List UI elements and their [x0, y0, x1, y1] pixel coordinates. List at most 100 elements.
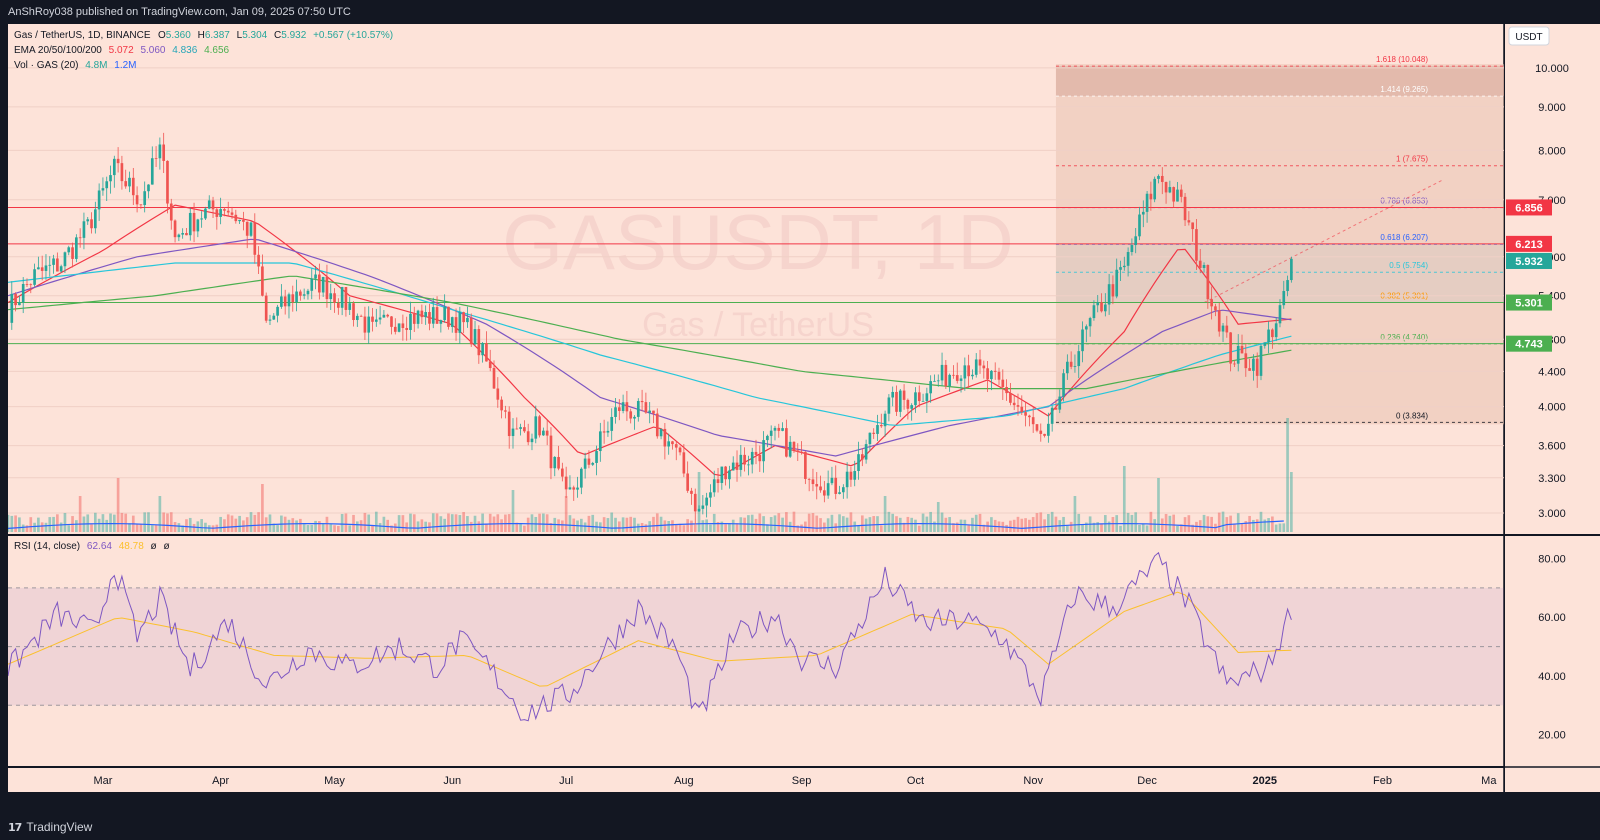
candle[interactable]	[78, 228, 82, 248]
candle[interactable]	[412, 306, 416, 332]
candle[interactable]	[750, 447, 754, 474]
fibonacci-extension[interactable]: 1.618 (10.048) 1.414 (9.265) 1 (7.675) 0.78…	[1055, 55, 1504, 425]
candle[interactable]	[883, 410, 887, 437]
candle[interactable]	[739, 445, 743, 477]
candle[interactable]	[511, 418, 515, 449]
chart-canvas[interactable]: 1.618 (10.048) 1.414 (9.265) 1 (7.675) 0.78…	[6, 24, 1600, 815]
candle[interactable]	[769, 425, 773, 449]
candle[interactable]	[982, 360, 986, 379]
candle[interactable]	[147, 184, 150, 199]
candle[interactable]	[131, 167, 135, 206]
candle[interactable]	[185, 228, 188, 236]
candle[interactable]	[659, 428, 663, 440]
candle[interactable]	[1088, 316, 1092, 337]
candle[interactable]	[978, 349, 982, 374]
candle[interactable]	[33, 263, 36, 287]
candle[interactable]	[169, 198, 173, 230]
candle[interactable]	[997, 367, 1001, 386]
candle[interactable]	[1115, 258, 1119, 299]
candle[interactable]	[785, 419, 788, 458]
candle[interactable]	[238, 219, 241, 224]
candle[interactable]	[617, 399, 621, 421]
candle[interactable]	[1202, 262, 1206, 273]
candle[interactable]	[1191, 222, 1194, 242]
candle[interactable]	[815, 472, 819, 500]
tradingview-logo[interactable]: 17 TradingView	[8, 815, 92, 840]
candle[interactable]	[245, 221, 249, 249]
candle[interactable]	[1111, 275, 1115, 305]
candle[interactable]	[287, 292, 291, 319]
candle[interactable]	[955, 362, 959, 384]
candle[interactable]	[1278, 299, 1282, 328]
candle[interactable]	[948, 373, 951, 392]
candle[interactable]	[454, 308, 458, 341]
candle[interactable]	[401, 314, 405, 341]
candle[interactable]	[898, 388, 902, 418]
candle[interactable]	[162, 132, 166, 173]
candle[interactable]	[549, 427, 553, 480]
candle[interactable]	[595, 445, 598, 476]
candle[interactable]	[204, 206, 207, 220]
candle[interactable]	[807, 478, 811, 492]
candle[interactable]	[917, 385, 921, 408]
candle[interactable]	[21, 277, 25, 314]
candle[interactable]	[1126, 247, 1130, 277]
candle[interactable]	[940, 352, 944, 387]
candle[interactable]	[967, 354, 970, 388]
currency-badge[interactable]: USDT	[1515, 32, 1542, 43]
candle[interactable]	[538, 414, 541, 438]
candle[interactable]	[1122, 256, 1126, 271]
candle[interactable]	[811, 468, 815, 492]
candle[interactable]	[52, 254, 55, 274]
candle[interactable]	[959, 375, 963, 393]
candle[interactable]	[526, 423, 530, 446]
candle[interactable]	[891, 386, 895, 407]
candle[interactable]	[48, 256, 52, 277]
candle[interactable]	[633, 415, 636, 430]
price-level-badge[interactable]: 5.301	[1506, 294, 1552, 311]
candle[interactable]	[1149, 181, 1153, 211]
candle[interactable]	[56, 252, 59, 272]
candle[interactable]	[196, 218, 200, 238]
candle[interactable]	[990, 369, 993, 391]
candle[interactable]	[306, 288, 310, 300]
candle[interactable]	[1157, 174, 1160, 184]
candle[interactable]	[173, 219, 177, 243]
candle[interactable]	[1043, 433, 1046, 438]
candle[interactable]	[207, 195, 211, 210]
candle[interactable]	[1016, 393, 1020, 416]
candle[interactable]	[154, 146, 158, 168]
candle[interactable]	[777, 423, 781, 438]
candle[interactable]	[879, 413, 883, 428]
candle[interactable]	[853, 460, 857, 487]
candle[interactable]	[234, 209, 238, 224]
candle[interactable]	[355, 313, 359, 327]
candle[interactable]	[914, 387, 917, 413]
candle[interactable]	[1274, 317, 1278, 342]
candle[interactable]	[1233, 360, 1236, 368]
candle[interactable]	[1172, 186, 1175, 208]
candle[interactable]	[845, 462, 849, 499]
candle[interactable]	[1240, 334, 1244, 354]
candle[interactable]	[1096, 294, 1100, 313]
candle[interactable]	[1085, 324, 1088, 343]
candle[interactable]	[678, 446, 682, 456]
candle[interactable]	[598, 422, 602, 462]
candle[interactable]	[519, 423, 522, 436]
candle[interactable]	[492, 360, 496, 389]
candle[interactable]	[602, 419, 606, 444]
candle[interactable]	[112, 155, 116, 188]
candle[interactable]	[701, 495, 705, 515]
candle[interactable]	[466, 306, 469, 328]
candle[interactable]	[625, 390, 629, 421]
candle[interactable]	[697, 505, 701, 512]
candle[interactable]	[674, 441, 678, 461]
candle[interactable]	[1290, 256, 1293, 283]
horizontal-levels[interactable]	[8, 206, 1504, 345]
candle[interactable]	[671, 440, 674, 450]
candle[interactable]	[1001, 369, 1005, 401]
candle[interactable]	[644, 392, 648, 414]
candle[interactable]	[716, 467, 720, 493]
candle[interactable]	[553, 456, 557, 477]
chart-frame[interactable]: 1.618 (10.048) 1.414 (9.265) 1 (7.675) 0.78…	[6, 24, 1600, 815]
